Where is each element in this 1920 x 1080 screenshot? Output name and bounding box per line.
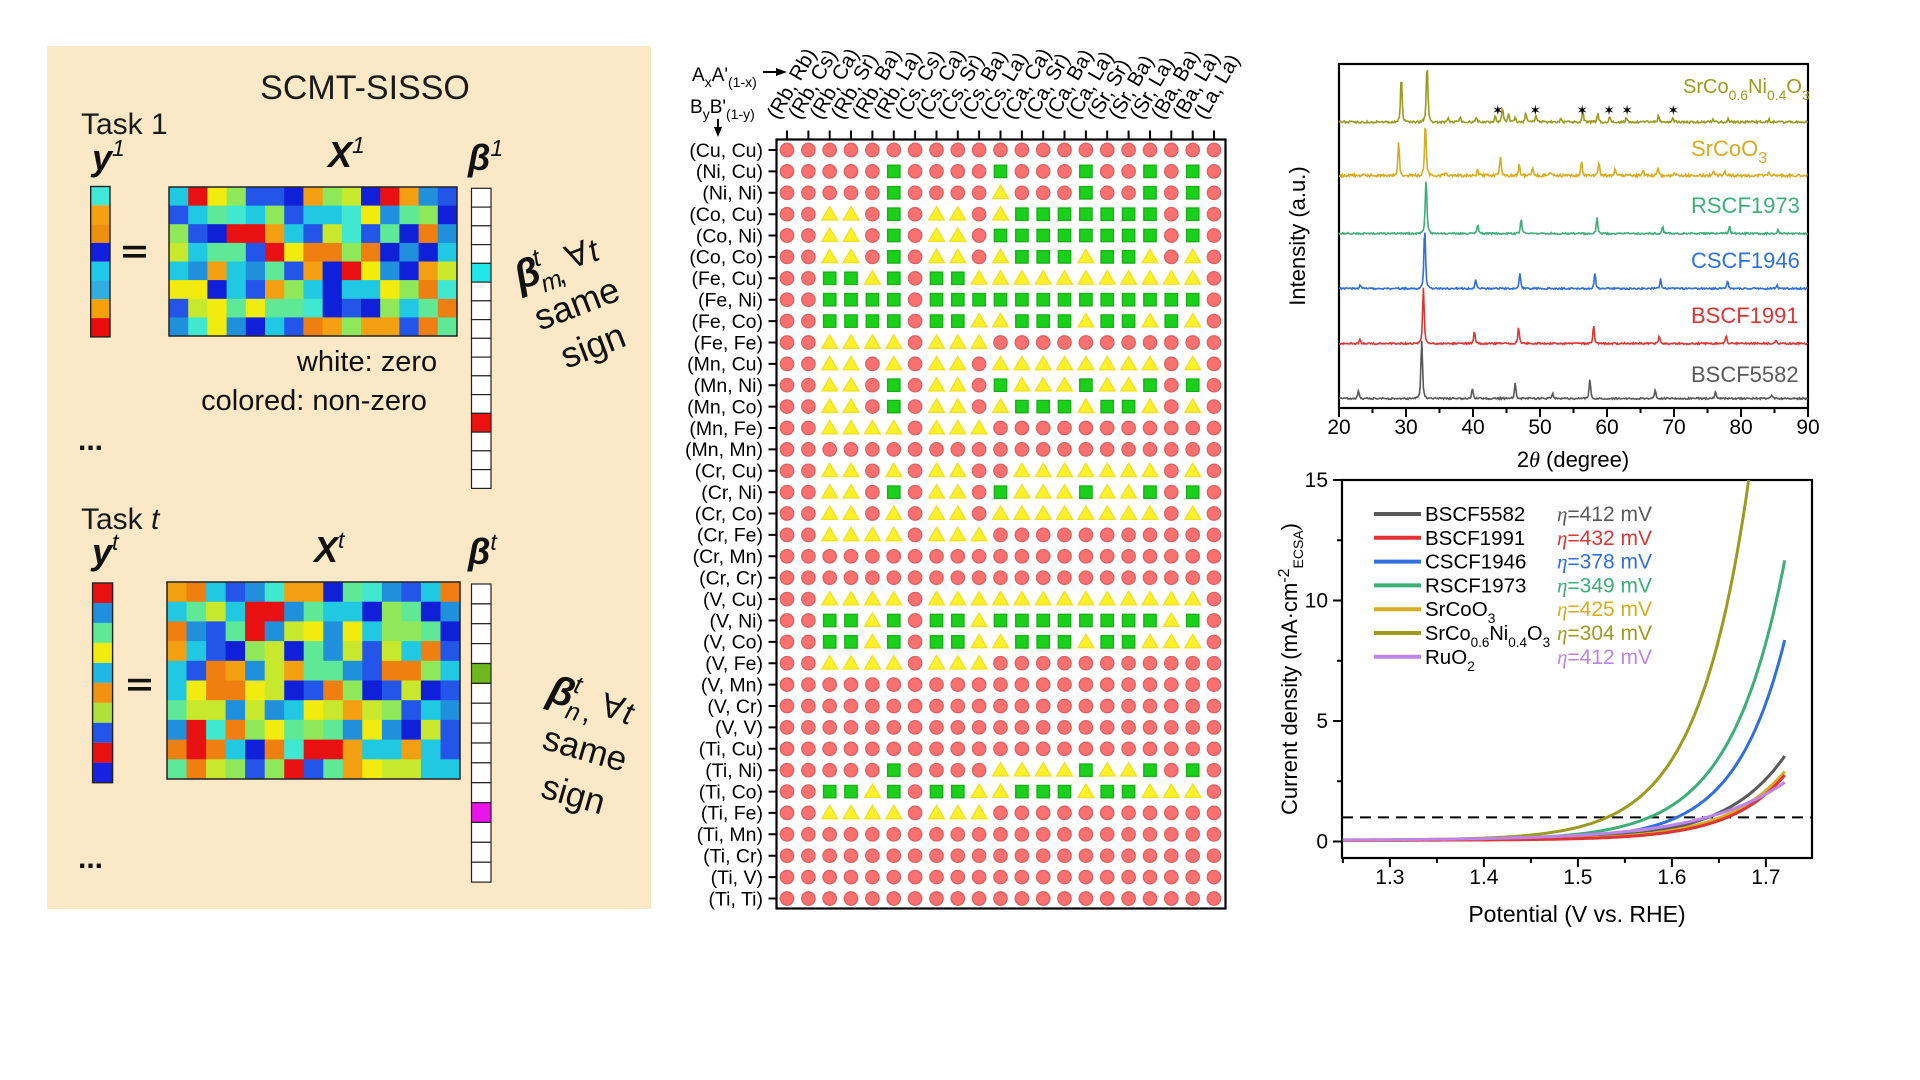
svg-text:BSCF5582: BSCF5582: [1691, 362, 1799, 387]
svg-text:ByB'(1-y): ByB'(1-y): [690, 97, 755, 122]
svg-text:40: 40: [1461, 416, 1484, 439]
svg-text:50: 50: [1528, 416, 1551, 439]
svg-text:1.5: 1.5: [1563, 866, 1592, 889]
svg-text:(Fe, Co): (Fe, Co): [691, 311, 763, 333]
svg-text:η=304 mV: η=304 mV: [1557, 621, 1652, 645]
svg-text:(Mn, Ni): (Mn, Ni): [694, 375, 763, 397]
svg-text:20: 20: [1327, 416, 1350, 439]
svg-text:η=378 mV: η=378 mV: [1557, 550, 1652, 574]
svg-text:(V, Mn): (V, Mn): [701, 674, 763, 696]
svg-text:60: 60: [1595, 416, 1618, 439]
svg-text:80: 80: [1729, 416, 1752, 439]
svg-text:1.7: 1.7: [1751, 866, 1780, 889]
svg-text:η=412 mV: η=412 mV: [1557, 502, 1652, 526]
svg-text:15: 15: [1305, 469, 1328, 492]
svg-text:...: ...: [78, 842, 103, 875]
svg-text:...: ...: [78, 424, 103, 457]
svg-text:Intensity (a.u.): Intensity (a.u.): [1285, 166, 1310, 305]
svg-text:white: zero: white: zero: [296, 346, 437, 378]
svg-text:90: 90: [1796, 416, 1819, 439]
svg-text:(Cr, Co): (Cr, Co): [695, 503, 763, 525]
svg-text:(Ti, Mn): (Ti, Mn): [697, 824, 763, 846]
svg-text:(V, Cu): (V, Cu): [703, 589, 763, 611]
svg-text:RSCF1973: RSCF1973: [1691, 193, 1800, 218]
svg-text:5: 5: [1316, 710, 1328, 733]
svg-text:(Cr, Ni): (Cr, Ni): [701, 482, 763, 504]
svg-text:1.3: 1.3: [1375, 866, 1404, 889]
svg-text:(Mn, Fe): (Mn, Fe): [689, 418, 763, 440]
svg-text:AxA'(1-x): AxA'(1-x): [692, 65, 757, 90]
svg-text:2θ (degree): 2θ (degree): [1517, 447, 1629, 472]
svg-text:10: 10: [1305, 590, 1328, 613]
svg-text:(Cr, Mn): (Cr, Mn): [693, 546, 763, 568]
svg-text:Task 1: Task 1: [81, 108, 168, 141]
svg-text:SCMT-SISSO: SCMT-SISSO: [260, 69, 470, 107]
svg-text:BSCF5582: BSCF5582: [1425, 503, 1525, 526]
svg-text:η=349 mV: η=349 mV: [1557, 573, 1652, 597]
svg-text:η=412 mV: η=412 mV: [1557, 645, 1652, 669]
svg-text:0: 0: [1316, 831, 1328, 854]
svg-text:(Co, Co): (Co, Co): [689, 247, 763, 269]
svg-text:70: 70: [1662, 416, 1685, 439]
svg-text:1.6: 1.6: [1657, 866, 1686, 889]
svg-text:SrCoO3: SrCoO3: [1425, 598, 1496, 626]
svg-text:(Ti, Ni): (Ti, Ni): [705, 760, 763, 782]
svg-text:(V, Co): (V, Co): [703, 632, 763, 654]
svg-text:(V, V): (V, V): [715, 717, 763, 739]
svg-text:(Ti, Fe): (Ti, Fe): [701, 803, 763, 825]
svg-text:(Ti, Cu): (Ti, Cu): [699, 739, 763, 761]
svg-text:η=432 mV: η=432 mV: [1557, 526, 1652, 550]
svg-text:(Cr, Cu): (Cr, Cu): [695, 461, 763, 483]
svg-text:CSCF1946: CSCF1946: [1691, 248, 1800, 273]
svg-text:(V, Cr): (V, Cr): [707, 696, 763, 718]
svg-text:(Fe, Fe): (Fe, Fe): [694, 332, 763, 354]
svg-text:(Co, Ni): (Co, Ni): [696, 225, 763, 247]
svg-text:(Ni, Ni): (Ni, Ni): [702, 183, 763, 205]
svg-text:(Cr, Fe): (Cr, Fe): [697, 525, 763, 547]
svg-text:Current density (mA·cm-2ECSA): Current density (mA·cm-2ECSA): [1276, 523, 1306, 815]
svg-text:30: 30: [1394, 416, 1417, 439]
svg-text:(Ti, Ti): (Ti, Ti): [708, 888, 763, 910]
svg-text:1.4: 1.4: [1469, 866, 1499, 889]
svg-text:(Ni, Cu): (Ni, Cu): [696, 161, 763, 183]
svg-text:(Ti, Cr): (Ti, Cr): [703, 846, 763, 868]
svg-text:(Mn, Mn): (Mn, Mn): [685, 439, 763, 461]
svg-text:yt: yt: [90, 529, 120, 572]
svg-text:BSCF1991: BSCF1991: [1691, 303, 1799, 328]
svg-text:SrCo0.6Ni0.4O3: SrCo0.6Ni0.4O3: [1425, 623, 1550, 650]
svg-text:(Ti, V): (Ti, V): [711, 867, 763, 889]
svg-text:SrCo0.6Ni0.4O3: SrCo0.6Ni0.4O3: [1683, 76, 1810, 103]
svg-text:RuO2: RuO2: [1425, 646, 1475, 674]
svg-text:(Co, Cu): (Co, Cu): [689, 204, 763, 226]
svg-text:(Mn, Co): (Mn, Co): [687, 396, 763, 418]
svg-text:(V, Ni): (V, Ni): [710, 610, 763, 632]
svg-text:(Fe, Ni): (Fe, Ni): [698, 290, 763, 312]
svg-text:colored: non-zero: colored: non-zero: [201, 385, 427, 417]
svg-text:CSCF1946: CSCF1946: [1425, 551, 1526, 574]
svg-text:(Cu, Cu): (Cu, Cu): [689, 140, 763, 162]
svg-text:Potential (V vs. RHE): Potential (V vs. RHE): [1468, 901, 1685, 927]
svg-text:(Fe, Cu): (Fe, Cu): [691, 268, 763, 290]
svg-text:(V, Fe): (V, Fe): [705, 653, 763, 675]
svg-text:BSCF1991: BSCF1991: [1425, 527, 1525, 550]
svg-text:η=425 mV: η=425 mV: [1557, 597, 1652, 621]
svg-text:RSCF1973: RSCF1973: [1425, 574, 1526, 597]
svg-text:(Cr, Cr): (Cr, Cr): [699, 568, 763, 590]
svg-text:Task t: Task t: [81, 503, 161, 536]
svg-text:(Mn, Cu): (Mn, Cu): [687, 354, 763, 376]
svg-text:(Ti, Co): (Ti, Co): [699, 781, 763, 803]
svg-text:SrCoO3: SrCoO3: [1691, 136, 1767, 167]
